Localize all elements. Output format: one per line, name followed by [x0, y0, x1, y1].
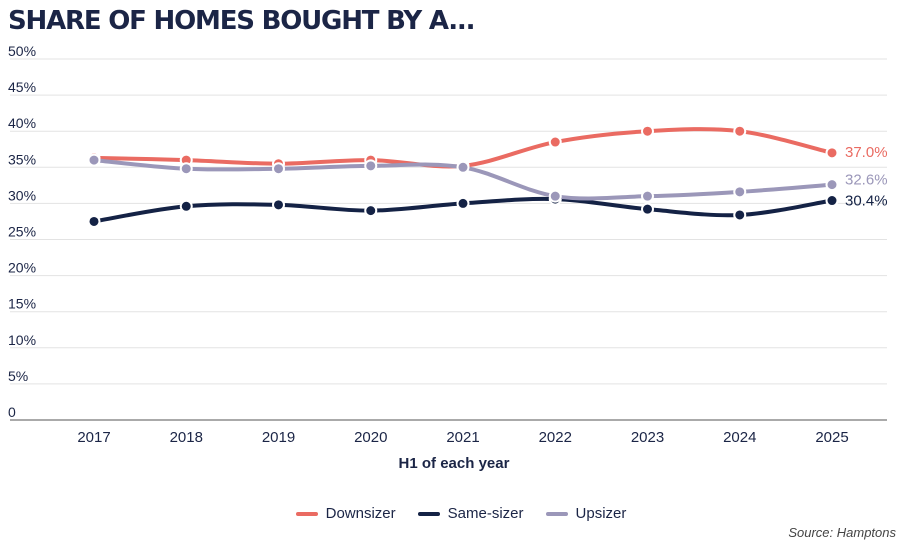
- data-point-upsizer: [456, 160, 470, 174]
- x-tick-label: 2020: [354, 429, 387, 446]
- data-point-same-sizer: [641, 202, 654, 216]
- y-tick-label: 15%: [8, 296, 36, 312]
- x-tick-label: 2025: [815, 429, 848, 446]
- series-downsizer: 37.0%: [87, 124, 888, 173]
- x-tick-label: 2024: [723, 429, 756, 446]
- data-point-downsizer: [548, 135, 562, 149]
- y-tick-label: 40%: [8, 115, 36, 131]
- data-point-upsizer: [641, 189, 654, 203]
- x-tick-label: 2017: [77, 429, 110, 446]
- data-point-upsizer: [272, 162, 285, 176]
- y-tick-label: 35%: [8, 151, 36, 167]
- y-tick-label: 30%: [8, 187, 36, 203]
- y-tick-label: 50%: [8, 43, 36, 59]
- data-point-upsizer: [733, 185, 747, 199]
- x-tick-label: 2019: [262, 429, 295, 446]
- y-tick-label: 10%: [8, 332, 36, 348]
- x-axis-label: H1 of each year: [399, 455, 510, 472]
- x-tick-label: 2022: [539, 429, 572, 446]
- chart-title: SHARE OF HOMES BOUGHT BY A...: [8, 6, 475, 36]
- y-tick-label: 0: [8, 404, 16, 420]
- data-point-downsizer: [733, 124, 747, 138]
- data-point-upsizer: [548, 189, 562, 203]
- end-label-same-sizer: 30.4%: [845, 193, 888, 210]
- y-tick-label: 20%: [8, 260, 36, 276]
- y-tick-label: 5%: [8, 368, 28, 384]
- data-point-upsizer: [364, 159, 378, 173]
- data-point-upsizer: [87, 153, 101, 167]
- data-point-downsizer: [641, 124, 654, 138]
- y-tick-label: 45%: [8, 79, 36, 95]
- x-tick-labels: 2017 2018 2019 2020 2021 2022 2023 2024 2025: [77, 429, 848, 446]
- legend-swatch: [417, 511, 440, 516]
- x-tick-label: 2023: [631, 429, 664, 446]
- legend-label: Upsizer: [575, 505, 627, 522]
- end-label-upsizer: 32.6%: [845, 172, 888, 189]
- legend-label: Same-sizer: [447, 505, 524, 522]
- grid: [10, 58, 887, 385]
- source-note: Source: Hamptons: [788, 525, 896, 540]
- legend-item-downsizer: Downsizer: [295, 505, 396, 522]
- data-point-downsizer: [825, 146, 839, 160]
- legend: Downsizer Same-sizer Upsizer: [0, 505, 922, 522]
- legend-label: Downsizer: [325, 505, 396, 522]
- data-point-upsizer: [825, 178, 839, 192]
- data-point-same-sizer: [272, 198, 285, 212]
- data-point-same-sizer: [364, 204, 378, 218]
- data-point-same-sizer: [456, 196, 470, 210]
- legend-swatch: [545, 511, 568, 516]
- x-tick-label: 2018: [170, 429, 203, 446]
- series-group: 37.0% 30.4% 32.6%: [87, 124, 888, 228]
- x-tick-label: 2021: [446, 429, 479, 446]
- data-point-same-sizer: [733, 208, 747, 222]
- series-upsizer: 32.6%: [87, 153, 888, 203]
- y-tick-labels: 0 5% 10% 15% 20% 25% 30% 35% 40% 45% 50%: [8, 43, 36, 420]
- y-tick-label: 25%: [8, 224, 36, 240]
- legend-swatch: [295, 511, 318, 516]
- end-label-downsizer: 37.0%: [845, 144, 888, 161]
- legend-item-upsizer: Upsizer: [545, 505, 627, 522]
- series-same-sizer: 30.4%: [87, 193, 888, 228]
- data-point-same-sizer: [87, 214, 101, 228]
- data-point-same-sizer: [825, 194, 839, 208]
- legend-item-same-sizer: Same-sizer: [417, 505, 524, 522]
- data-point-upsizer: [179, 162, 193, 176]
- data-point-same-sizer: [179, 199, 193, 213]
